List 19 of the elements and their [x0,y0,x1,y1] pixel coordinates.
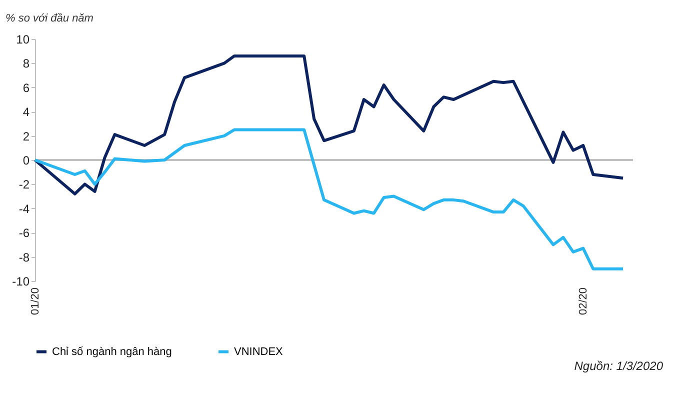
y-tick-label: -8 [18,250,30,264]
legend-label: VNINDEX [234,346,284,358]
y-tick-label: 2 [22,129,30,144]
y-tick-label: 6 [22,80,30,95]
x-tick-label: 01/20 [30,288,42,316]
y-tick-label: 8 [22,56,30,71]
y-tick-label: -4 [18,202,30,216]
y-tick-label: -6 [18,226,30,240]
legend-label: Chỉ số ngành ngân hàng [52,346,172,358]
y-tick-label: 0 [22,154,30,168]
line-series [34,128,625,270]
y-tick-label: -2 [18,178,30,192]
y-tick-label: 4 [22,105,30,120]
text: Nguồn: 1/3/2020 [574,359,664,373]
y-axis-title: % so với đầu năm [6,12,94,24]
y-tick-label: 10 [16,32,30,46]
x-tick-label: 02/20 [578,288,590,316]
y-tick-label: -10 [12,274,30,288]
line-series [34,54,625,196]
